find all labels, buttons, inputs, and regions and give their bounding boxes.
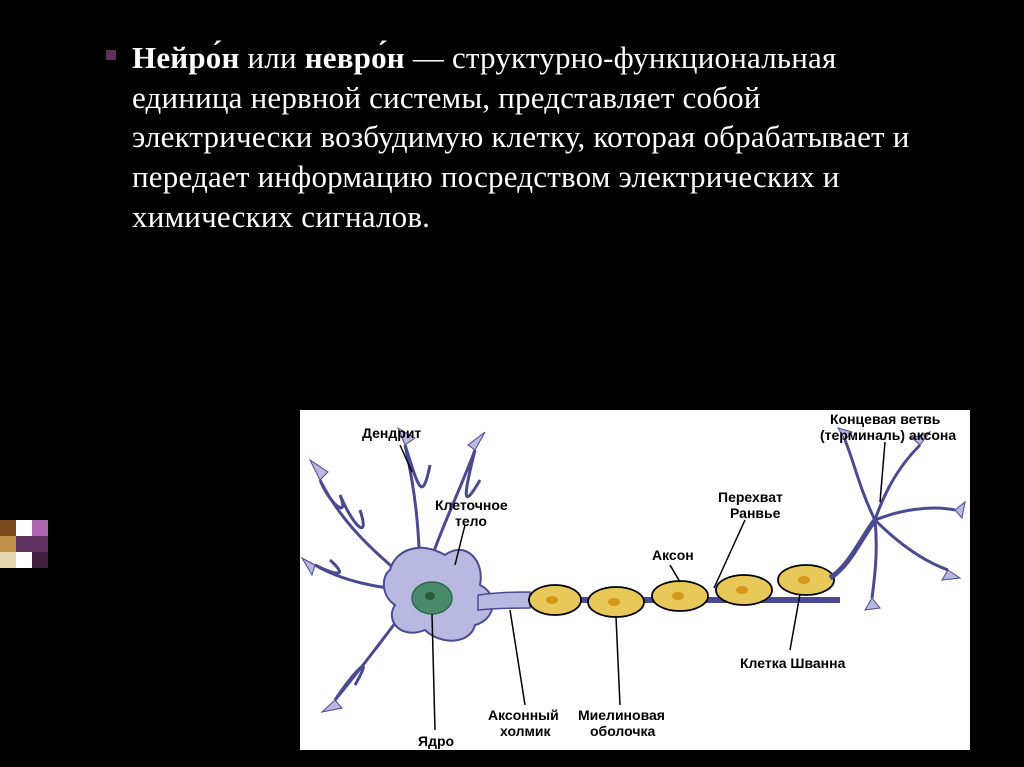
label-terminal-1: Концевая ветвь: [830, 411, 941, 427]
bold-term-2: невро́н: [305, 40, 405, 75]
label-myelin-2: оболочка: [590, 723, 655, 739]
label-nucleus: Ядро: [418, 733, 454, 749]
label-axon-hillock-1: Аксонный: [488, 707, 559, 723]
bullet-icon: [106, 50, 116, 60]
label-axon-hillock-2: холмик: [500, 723, 551, 739]
label-cell-body-1: Клеточное: [435, 497, 508, 513]
neuron-diagram: Дендрит Клеточное тело Ядро Аксонный хол…: [300, 410, 970, 750]
label-cell-body-2: тело: [455, 513, 487, 529]
label-ranvier-2: Ранвье: [730, 505, 781, 521]
label-ranvier-1: Перехват: [718, 489, 783, 505]
main-text-block: Нейро́н или невро́н — структурно-функцио…: [132, 38, 942, 236]
label-dendrite: Дендрит: [362, 425, 421, 441]
label-myelin-1: Миелиновая: [578, 707, 665, 723]
label-terminal-2: (терминаль) аксона: [820, 427, 956, 443]
accent-bar: [0, 520, 48, 568]
label-axon: Аксон: [652, 547, 694, 563]
label-schwann: Клетка Шванна: [740, 655, 846, 671]
bold-term-1: Нейро́н: [132, 40, 240, 75]
text-mid: или: [240, 40, 305, 75]
